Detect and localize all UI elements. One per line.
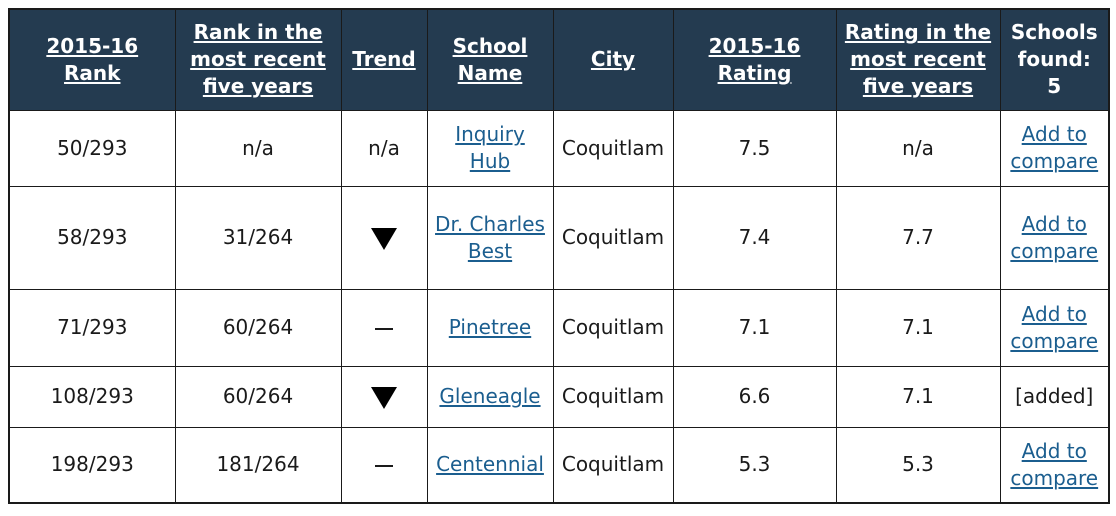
school-cell: Centennial — [426, 426, 554, 504]
column-header-rating[interactable]: 2015-16 Rating — [672, 8, 837, 111]
rank-cell: 198/293 — [8, 426, 176, 504]
rank-cell: 71/293 — [8, 288, 176, 367]
school-link[interactable]: Gleneagle — [439, 384, 541, 408]
trend-cell — [340, 288, 428, 367]
rank-recent-cell: 60/264 — [174, 288, 342, 367]
schools-found-number: 5 — [1047, 74, 1062, 99]
city-cell: Coquitlam — [552, 288, 674, 367]
dash-icon — [375, 464, 393, 467]
sort-rating-recent-link[interactable]: Rating in the most recent five years — [844, 20, 992, 99]
add-to-compare-link[interactable]: Add to compare — [1010, 122, 1099, 173]
sort-trend-link[interactable]: Trend — [352, 47, 416, 72]
school-cell: Pinetree — [426, 288, 554, 367]
sort-rating-link[interactable]: 2015-16 Rating — [708, 33, 801, 85]
compare-cell: Add to compare — [999, 185, 1110, 290]
table-row: 58/293 31/264 Dr. Charles Best Coquitlam… — [8, 185, 1110, 290]
sort-city-link[interactable]: City — [590, 47, 636, 72]
rating-cell: 7.5 — [672, 109, 837, 187]
table-row: 71/293 60/264 Pinetree Coquitlam 7.1 7.1… — [8, 288, 1110, 367]
schools-found-count: Schools found: 5 — [999, 8, 1110, 111]
school-link[interactable]: Inquiry Hub — [455, 122, 525, 173]
rank-recent-cell: 181/264 — [174, 426, 342, 504]
rank-cell: 58/293 — [8, 185, 176, 290]
rank-recent-cell: 31/264 — [174, 185, 342, 290]
rating-cell: 5.3 — [672, 426, 837, 504]
added-status-cell: [added] — [999, 365, 1110, 428]
column-header-trend[interactable]: Trend — [340, 8, 428, 111]
city-cell: Coquitlam — [552, 426, 674, 504]
city-cell: Coquitlam — [552, 109, 674, 187]
school-link[interactable]: Pinetree — [448, 315, 532, 339]
table-row: 108/293 60/264 Gleneagle Coquitlam 6.6 7… — [8, 365, 1110, 428]
city-cell: Coquitlam — [552, 365, 674, 428]
down-triangle-icon — [371, 227, 397, 250]
rating-recent-cell: 7.1 — [835, 288, 1001, 367]
table-row: 50/293 n/a n/a Inquiry Hub Coquitlam 7.5… — [8, 109, 1110, 187]
down-triangle-icon — [371, 386, 397, 409]
trend-cell — [340, 185, 428, 290]
rank-recent-cell: n/a — [174, 109, 342, 187]
rating-cell: 7.1 — [672, 288, 837, 367]
compare-cell: Add to compare — [999, 288, 1110, 367]
column-header-rank-recent[interactable]: Rank in the most recent five years — [174, 8, 342, 111]
dash-icon — [375, 327, 393, 330]
rank-cell: 108/293 — [8, 365, 176, 428]
sort-rank-recent-link[interactable]: Rank in the most recent five years — [190, 20, 326, 99]
rank-cell: 50/293 — [8, 109, 176, 187]
rating-recent-cell: 7.1 — [835, 365, 1001, 428]
rating-cell: 7.4 — [672, 185, 837, 290]
rank-recent-cell: 60/264 — [174, 365, 342, 428]
school-link[interactable]: Dr. Charles Best — [435, 211, 545, 263]
rating-recent-cell: 5.3 — [835, 426, 1001, 504]
add-to-compare-link[interactable]: Add to compare — [1010, 438, 1099, 490]
school-ranking-table: 2015-16 Rank Rank in the most recent fiv… — [8, 8, 1110, 504]
trend-cell — [340, 426, 428, 504]
compare-cell: Add to compare — [999, 109, 1110, 187]
schools-found-label: Schools found: — [1010, 20, 1098, 72]
school-ranking-panel: 2015-16 Rank Rank in the most recent fiv… — [8, 8, 1110, 504]
school-link[interactable]: Centennial — [436, 452, 544, 477]
column-header-rating-recent[interactable]: Rating in the most recent five years — [835, 8, 1001, 111]
school-cell: Dr. Charles Best — [426, 185, 554, 290]
add-to-compare-link[interactable]: Add to compare — [1010, 211, 1099, 263]
column-header-school[interactable]: School Name — [426, 8, 554, 111]
compare-cell: Add to compare — [999, 426, 1110, 504]
city-cell: Coquitlam — [552, 185, 674, 290]
table-row: 198/293 181/264 Centennial Coquitlam 5.3… — [8, 426, 1110, 504]
sort-rank-link[interactable]: 2015-16 Rank — [46, 33, 139, 85]
school-cell: Gleneagle — [426, 365, 554, 428]
rating-recent-cell: 7.7 — [835, 185, 1001, 290]
rating-recent-cell: n/a — [835, 109, 1001, 187]
column-header-rank[interactable]: 2015-16 Rank — [8, 8, 176, 111]
rating-cell: 6.6 — [672, 365, 837, 428]
sort-school-link[interactable]: School Name — [452, 33, 528, 85]
add-to-compare-link[interactable]: Add to compare — [1010, 301, 1099, 353]
school-cell: Inquiry Hub — [426, 109, 554, 187]
trend-cell: n/a — [340, 109, 428, 187]
trend-cell — [340, 365, 428, 428]
header-row: 2015-16 Rank Rank in the most recent fiv… — [8, 8, 1110, 111]
column-header-city[interactable]: City — [552, 8, 674, 111]
